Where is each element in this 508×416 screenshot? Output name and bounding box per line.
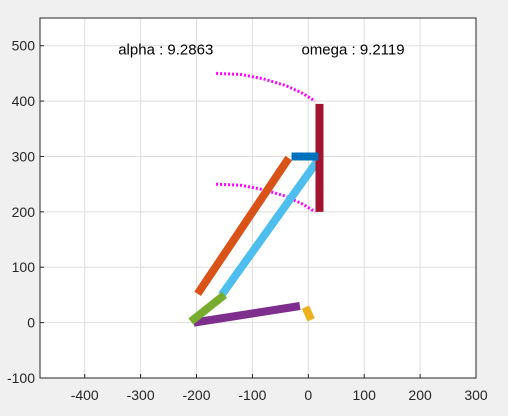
y-tick-label: 500 bbox=[12, 38, 36, 54]
y-tick-label: 0 bbox=[27, 315, 35, 331]
sky-blue-link bbox=[218, 159, 320, 298]
orange-link bbox=[194, 155, 293, 297]
axes-box bbox=[39, 17, 477, 379]
x-tick-label: 0 bbox=[304, 387, 312, 403]
x-tick-label: -400 bbox=[71, 387, 99, 403]
yellow-link bbox=[301, 305, 315, 322]
x-tick-label: -200 bbox=[182, 387, 210, 403]
alpha-annotation: alpha : 9.2863 bbox=[118, 42, 213, 59]
x-tick-label: -100 bbox=[238, 387, 266, 403]
x-tick-label: 200 bbox=[408, 387, 432, 403]
x-tick-label: -300 bbox=[127, 387, 155, 403]
traces bbox=[216, 71, 316, 214]
linkage bbox=[188, 103, 324, 327]
y-tick-label: 300 bbox=[12, 148, 36, 164]
axis-ticks: -400 -300 -200 -100 0 100 200 300 -100 0 100 200 300… bbox=[7, 38, 488, 403]
upper-magenta-trace bbox=[216, 71, 316, 103]
green-link bbox=[188, 291, 227, 325]
y-tick-label: 100 bbox=[12, 259, 36, 275]
y-tick-label: -100 bbox=[7, 370, 35, 386]
x-tick-label: 300 bbox=[464, 387, 488, 403]
annotations: alpha : 9.2863 omega : 9.2119 bbox=[118, 42, 404, 59]
x-tick-label: 100 bbox=[353, 387, 377, 403]
lower-magenta-trace bbox=[216, 182, 316, 214]
purple-link bbox=[193, 302, 301, 327]
y-tick-label: 200 bbox=[12, 204, 36, 220]
omega-annotation: omega : 9.2119 bbox=[301, 42, 404, 59]
y-tick-label: 400 bbox=[12, 93, 36, 109]
